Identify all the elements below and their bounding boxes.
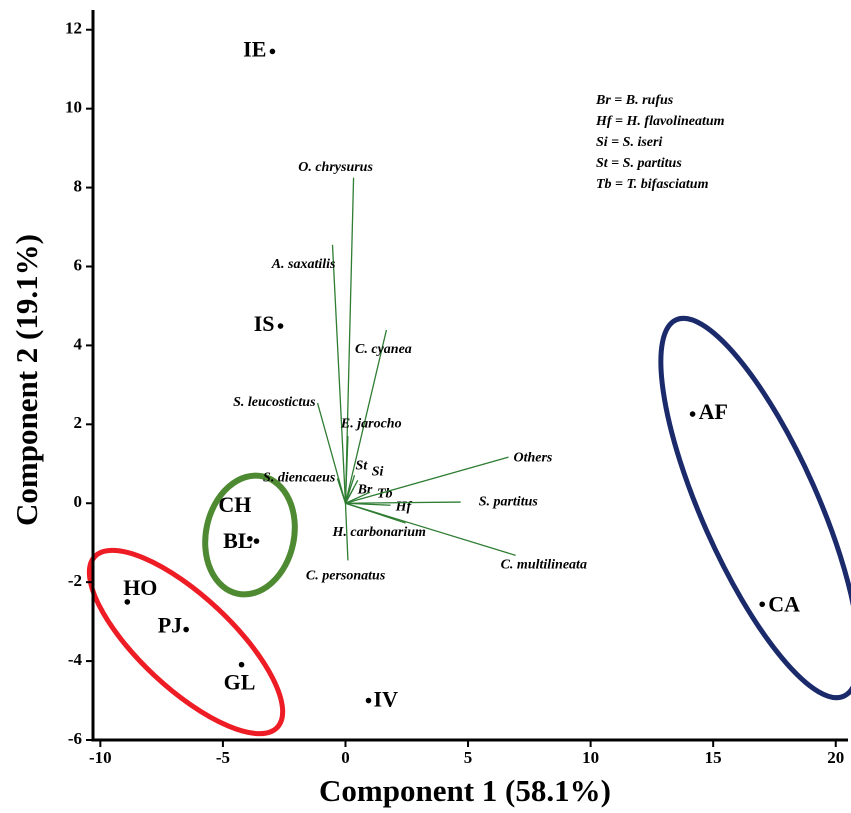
y-tick-label: 2 bbox=[74, 413, 83, 432]
legend-text: Tb = T. bifasciatum bbox=[596, 177, 709, 192]
legend-text: St = S. partitus bbox=[596, 156, 682, 171]
y-axis-label: Component 2 (19.1%) bbox=[9, 234, 44, 526]
x-tick-label: 20 bbox=[827, 748, 844, 767]
group-ellipse bbox=[202, 472, 298, 598]
score-point bbox=[253, 538, 260, 544]
x-tick-label: 15 bbox=[705, 748, 722, 767]
legend-text: Hf = H. flavolineatum bbox=[595, 114, 725, 129]
loading-label: O. chrysurus bbox=[298, 160, 373, 175]
y-tick-label: 6 bbox=[74, 255, 83, 274]
loading-label: S. partitus bbox=[479, 494, 539, 509]
y-tick-label: -2 bbox=[68, 571, 82, 590]
y-tick-label: -6 bbox=[68, 729, 82, 748]
score-point bbox=[238, 661, 245, 668]
loading-label: C. multilineata bbox=[501, 558, 587, 573]
group-ellipse bbox=[658, 315, 851, 701]
loading-label: Tb bbox=[377, 486, 393, 501]
score-label: CA bbox=[768, 591, 800, 616]
score-label: GL bbox=[224, 670, 256, 695]
group-ellipse bbox=[86, 547, 286, 737]
x-tick-label: -5 bbox=[216, 748, 230, 767]
y-tick-label: 10 bbox=[65, 98, 82, 117]
loading-label: S. leucostictus bbox=[233, 395, 316, 410]
score-label: IS bbox=[254, 311, 275, 336]
score-point bbox=[365, 697, 372, 704]
score-point bbox=[759, 601, 766, 608]
loading-vector bbox=[345, 491, 371, 504]
score-label: IE bbox=[243, 36, 266, 61]
score-point bbox=[689, 411, 696, 417]
loading-label: E. jarocho bbox=[340, 416, 402, 431]
score-point bbox=[183, 626, 189, 633]
score-point bbox=[277, 323, 284, 329]
score-label: BL bbox=[223, 528, 252, 553]
y-tick-label: 8 bbox=[74, 176, 83, 195]
score-label: CH bbox=[218, 492, 251, 517]
loading-label: Hf bbox=[395, 499, 413, 514]
score-point bbox=[124, 599, 131, 605]
loading-label: H. carbonarium bbox=[332, 525, 426, 540]
loading-label: Si bbox=[372, 465, 384, 480]
x-tick-label: -10 bbox=[89, 748, 112, 767]
loading-label: S. diencaeus bbox=[263, 471, 336, 486]
loading-label: C. cyanea bbox=[355, 342, 412, 357]
score-point bbox=[269, 48, 276, 55]
y-tick-label: 12 bbox=[65, 19, 82, 38]
x-axis-label: Component 1 (58.1%) bbox=[319, 773, 611, 808]
score-point bbox=[247, 535, 253, 542]
loading-label: St bbox=[356, 458, 369, 473]
legend-text: Si = S. iseri bbox=[596, 135, 662, 150]
y-tick-label: -4 bbox=[68, 650, 83, 669]
score-label: PJ bbox=[158, 613, 182, 638]
score-label: HO bbox=[123, 575, 157, 600]
loading-label: Others bbox=[513, 450, 552, 465]
loading-vector bbox=[316, 402, 347, 504]
loading-vector bbox=[344, 436, 349, 504]
x-tick-label: 5 bbox=[464, 748, 473, 767]
legend-text: Br = B. rufus bbox=[595, 93, 674, 108]
loading-vector bbox=[345, 501, 461, 504]
loading-vector bbox=[331, 244, 347, 504]
y-tick-label: 0 bbox=[74, 492, 83, 511]
x-tick-label: 10 bbox=[582, 748, 599, 767]
loading-label: C. personatus bbox=[306, 569, 386, 584]
loading-label: Br bbox=[357, 482, 373, 497]
score-label: AF bbox=[699, 399, 728, 424]
loading-vector bbox=[344, 503, 349, 561]
loading-vector bbox=[344, 329, 388, 504]
loading-vector bbox=[345, 502, 406, 524]
loading-vector bbox=[345, 456, 509, 504]
score-label: IV bbox=[374, 687, 399, 712]
loading-label: A. saxatilis bbox=[271, 257, 336, 272]
x-tick-label: 0 bbox=[341, 748, 350, 767]
y-tick-label: 4 bbox=[74, 334, 83, 353]
loading-vector bbox=[344, 475, 356, 504]
loading-vector bbox=[344, 487, 355, 504]
loading-vector bbox=[336, 478, 347, 504]
